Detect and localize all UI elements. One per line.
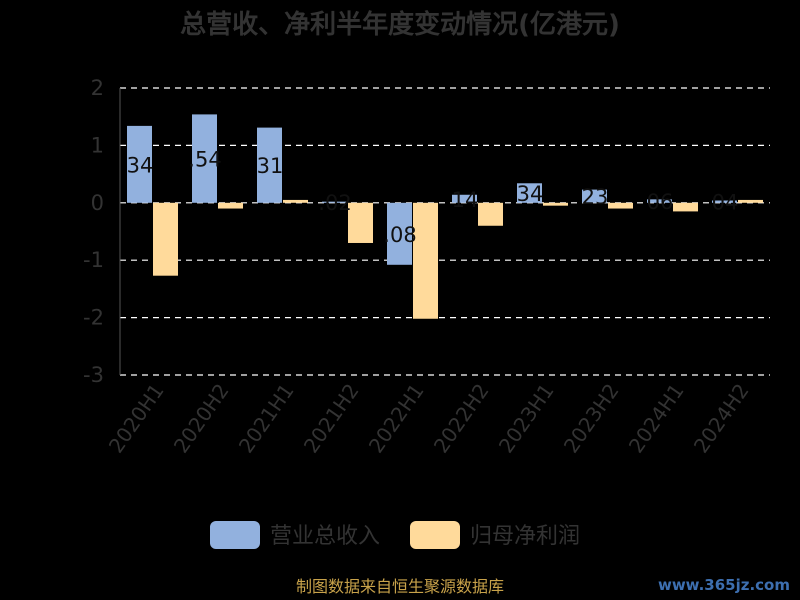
legend-swatch-revenue[interactable]: [210, 521, 260, 549]
bar-revenue[interactable]: [647, 199, 672, 203]
bar-profit[interactable]: [738, 199, 763, 203]
bar-profit[interactable]: [478, 202, 503, 226]
data-labels: 34 .54 31 .02 .08 14 34 23 06 04: [127, 148, 739, 247]
bar-revenue[interactable]: [192, 114, 217, 203]
bar-revenue[interactable]: [517, 183, 542, 203]
x-tick-label: 2023H1: [494, 379, 559, 457]
bar-profit[interactable]: [673, 202, 698, 212]
data-label: .08: [383, 223, 416, 247]
data-label: 06: [647, 190, 674, 214]
data-label: 04: [712, 191, 739, 215]
data-label: 23: [582, 185, 609, 209]
bar-profit[interactable]: [608, 202, 633, 209]
y-tick-label: 0: [91, 191, 104, 215]
bars: [127, 114, 763, 319]
bar-revenue[interactable]: [257, 127, 282, 203]
bar-profit[interactable]: [543, 202, 568, 206]
x-tick-label: 2023H2: [559, 379, 624, 457]
x-tick-label: 2020H1: [104, 379, 169, 457]
x-tick-label: 2024H1: [624, 379, 689, 457]
x-axis-ticks: 2020H1 2020H2 2021H1 2021H2 2022H1 2022H2 2023…: [104, 379, 754, 457]
y-axis-ticks: 2 1 0 -1 -2 -3: [83, 76, 104, 387]
x-tick-label: 2022H2: [429, 379, 494, 457]
y-tick-label: 1: [91, 133, 104, 157]
grid-lines: [119, 87, 770, 376]
bar-revenue[interactable]: [582, 189, 607, 203]
x-tick-label: 2020H2: [169, 379, 234, 457]
bar-revenue[interactable]: [127, 125, 152, 203]
legend: 营业总收入 归母净利润: [210, 521, 580, 549]
data-label: 31: [257, 154, 284, 178]
legend-label-profit[interactable]: 归母净利润: [470, 524, 580, 549]
bar-revenue[interactable]: [387, 202, 412, 265]
data-label: 34: [127, 153, 154, 177]
bar-profit[interactable]: [283, 199, 308, 203]
x-tick-label: 2022H1: [364, 379, 429, 457]
x-tick-label: 2024H2: [689, 379, 754, 457]
watermark: www.365jz.com: [658, 576, 790, 594]
x-tick-label: 2021H2: [299, 379, 364, 457]
y-tick-label: -2: [83, 306, 104, 330]
bar-profit[interactable]: [348, 202, 373, 243]
data-label: .54: [188, 148, 221, 172]
bar-revenue[interactable]: [452, 194, 477, 203]
source-note: 制图数据来自恒生聚源数据库: [296, 577, 504, 596]
data-label: .02: [318, 191, 351, 215]
y-tick-label: -1: [83, 248, 104, 272]
data-label: 34: [517, 182, 544, 206]
y-tick-label: -3: [83, 363, 104, 387]
bar-revenue[interactable]: [712, 200, 737, 203]
legend-label-revenue[interactable]: 营业总收入: [270, 524, 380, 549]
bar-profit[interactable]: [413, 202, 438, 319]
bar-profit[interactable]: [153, 202, 178, 276]
bar-revenue[interactable]: [322, 201, 347, 203]
bar-profit[interactable]: [218, 202, 243, 209]
data-label: 14: [452, 188, 479, 212]
y-tick-label: 2: [91, 76, 104, 100]
chart-title: 总营收、净利半年度变动情况(亿港元): [180, 9, 620, 40]
legend-swatch-profit[interactable]: [410, 521, 460, 549]
x-tick-label: 2021H1: [234, 379, 299, 457]
